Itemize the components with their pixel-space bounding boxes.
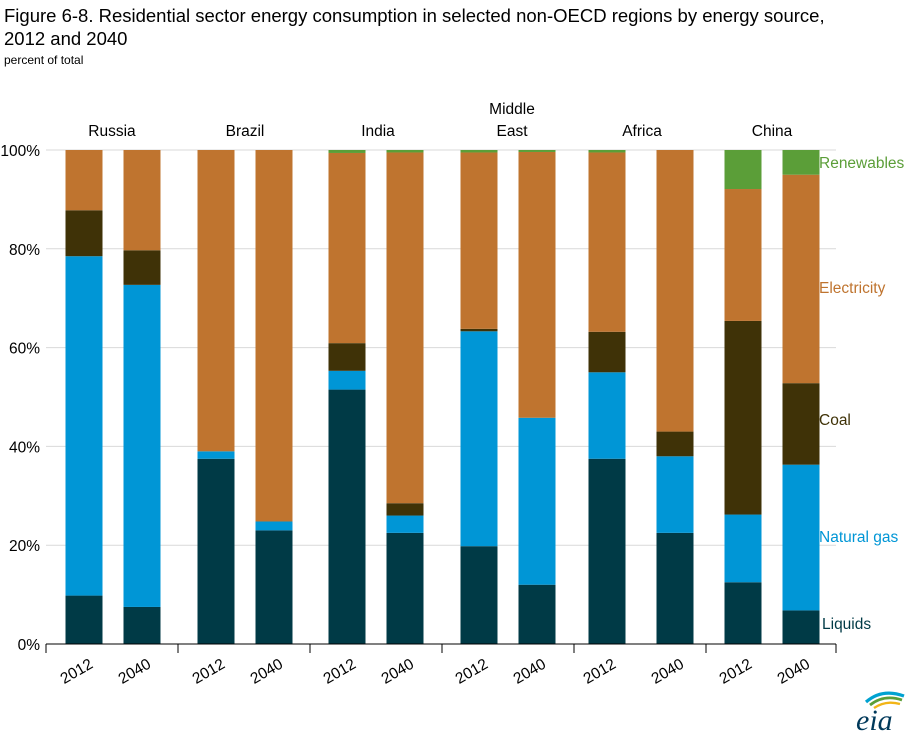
bar-segment-liquids [123, 606, 161, 644]
bar-segment-natural-gas [782, 464, 820, 611]
bar-segment-natural-gas [588, 372, 626, 459]
logo-arc-blue [864, 691, 905, 704]
bar-segment-liquids [65, 595, 103, 644]
bar-segment-coal [328, 343, 366, 371]
x-tick-label: 2040 [775, 656, 814, 688]
logo-arc-green [869, 696, 903, 707]
y-tick-label: 0% [18, 637, 41, 654]
bar-segment-natural-gas [123, 284, 161, 607]
bar-segment-liquids [588, 458, 626, 644]
bar-segment-renewables [328, 150, 366, 153]
bar-segment-natural-gas [724, 514, 762, 583]
bar-segment-electricity [588, 152, 626, 332]
bar-segment-electricity [724, 189, 762, 321]
bar-segment-electricity [782, 174, 820, 384]
bar-segment-liquids [782, 610, 820, 644]
x-tick-label: 2040 [379, 656, 418, 688]
y-tick-label: 40% [9, 439, 40, 456]
bar-segment-electricity [65, 150, 103, 211]
bar-segment-coal [724, 320, 762, 515]
region-label: Russia [88, 123, 136, 140]
bar-segment-liquids [197, 458, 235, 644]
x-tick-label: 2012 [717, 656, 755, 688]
bar-segment-renewables [724, 150, 762, 190]
bar-segment-electricity [518, 151, 556, 418]
bar-segment-liquids [656, 532, 694, 644]
bar-segment-natural-gas [656, 456, 694, 533]
chart-title-line-1: Figure 6-8. Residential sector energy co… [4, 5, 825, 26]
y-tick-label: 60% [9, 341, 40, 358]
bar-segment-coal [460, 328, 498, 332]
bar-segment-natural-gas [197, 451, 235, 459]
chart-title: Figure 6-8. Residential sector energy co… [4, 4, 919, 50]
x-tick-label: 2040 [511, 656, 550, 688]
bar-segment-liquids [386, 532, 424, 644]
bar-segment-renewables [460, 150, 498, 153]
bar-segment-electricity [197, 150, 235, 452]
bar-segment-coal [782, 383, 820, 465]
bar-segment-liquids [255, 530, 293, 644]
region-label: East [496, 123, 528, 140]
x-tick-label: 2040 [116, 656, 155, 688]
logo-text: eia [856, 704, 893, 734]
bar-segment-liquids [518, 584, 556, 644]
legend-label: Natural gas [819, 529, 899, 546]
bar-segment-renewables [518, 150, 556, 152]
bar-segment-coal [386, 503, 424, 516]
legend-label: Electricity [819, 280, 886, 297]
legend-label: Liquids [822, 616, 871, 633]
bar-segment-electricity [328, 152, 366, 344]
bar-segment-coal [588, 331, 626, 373]
bar-segment-natural-gas [386, 515, 424, 533]
bar-segment-electricity [255, 150, 293, 522]
x-tick-label: 2012 [581, 656, 619, 688]
bar-segment-natural-gas [65, 256, 103, 596]
y-tick-label: 20% [9, 538, 40, 555]
bar-segment-renewables [588, 150, 626, 153]
x-tick-label: 2040 [649, 656, 688, 688]
bar-segment-liquids [724, 582, 762, 644]
bar-segment-liquids [460, 546, 498, 644]
y-tick-label: 100% [0, 143, 40, 160]
eia-logo: eia [856, 691, 905, 734]
x-tick-label: 2012 [58, 656, 96, 688]
bar-segment-electricity [460, 152, 498, 329]
region-label: India [361, 123, 395, 140]
bar-segment-electricity [656, 150, 694, 432]
chart-subtitle: percent of total [4, 53, 84, 67]
y-tick-label: 80% [9, 242, 40, 259]
chart-title-line-2: 2012 and 2040 [4, 28, 128, 49]
x-tick-label: 2012 [321, 656, 359, 688]
bar-segment-natural-gas [460, 331, 498, 547]
bar-segment-coal [123, 250, 161, 285]
bar-segment-electricity [123, 150, 161, 251]
x-tick-label: 2012 [190, 656, 228, 688]
region-label: Africa [622, 123, 662, 140]
region-label: Middle [489, 101, 535, 118]
legend-label: Coal [819, 412, 851, 429]
bar-segment-electricity [386, 152, 424, 504]
region-label: China [752, 123, 793, 140]
bar-segment-natural-gas [255, 521, 293, 531]
x-tick-label: 2040 [248, 656, 287, 688]
bar-segment-renewables [782, 150, 820, 175]
logo-arc-yellow [873, 701, 901, 710]
legend-label: Renewables [819, 155, 905, 172]
bar-segment-natural-gas [328, 370, 366, 390]
bar-segment-liquids [328, 389, 366, 644]
bar-segment-natural-gas [518, 417, 556, 585]
x-tick-label: 2012 [453, 656, 491, 688]
bar-segment-coal [656, 431, 694, 457]
bar-segment-coal [65, 210, 103, 257]
region-label: Brazil [226, 123, 265, 140]
bar-segment-renewables [386, 150, 424, 153]
